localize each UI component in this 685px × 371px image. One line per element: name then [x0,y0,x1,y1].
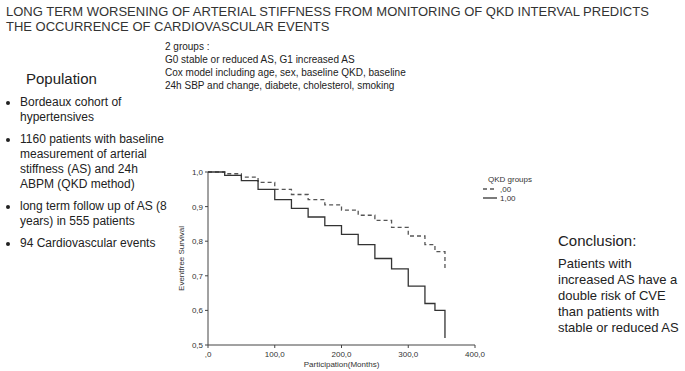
y-tick-label: 0,9 [192,203,204,212]
x-tick-label: 400,0 [465,350,486,359]
y-tick-label: 0,8 [192,237,204,246]
y-tick [205,310,208,311]
x-tick [341,345,342,348]
y-tick-label: 1,0 [192,168,204,177]
methods-line: Cox model including age, sex, baseline Q… [165,66,406,79]
y-tick [205,172,208,173]
methods-line: 2 groups : [165,40,406,53]
y-tick [205,275,208,276]
x-axis-title: Participation(Months) [304,360,380,369]
x-tick [208,345,209,348]
legend-label: 1,00 [500,194,516,203]
population-item: Bordeaux cohort of hypertensives [20,95,170,125]
x-tick-label: 200,0 [331,350,352,359]
legend-label: ,00 [500,185,512,194]
y-axis [208,172,209,345]
x-tick [274,345,275,348]
conclusion-text: Patients with increased AS have a double… [558,256,683,336]
methods: 2 groups :G0 stable or reduced AS, G1 in… [165,40,406,92]
x-tick-label: ,0 [205,350,212,359]
x-tick [475,345,476,348]
chart: 0,5 0,6 0,7 0,8 0,9 1,0 ,0 100,0 200,0 300,0 400,0… [0,0,685,371]
methods-line: G0 stable or reduced AS, G1 increased AS [165,53,406,66]
plot-area [208,172,445,338]
survival-curve [208,172,445,269]
legend-title: QKD groups [488,175,532,184]
y-axis-title: Eventfree Survival [177,226,186,291]
survival-curve [208,172,445,338]
conclusion-heading: Conclusion: [558,232,636,249]
population-item: long term follow up of AS (8 years) in 5… [20,199,170,229]
y-tick [205,241,208,242]
y-tick-label: 0,5 [192,341,204,350]
population-item: 1160 patients with baseline measurement … [20,132,170,192]
y-tick-label: 0,6 [192,306,204,315]
x-tick-label: 100,0 [265,350,286,359]
population-item: 94 Cardiovascular events [20,236,170,251]
y-tick-label: 0,7 [192,272,204,281]
legend-swatch [483,188,497,189]
population-list: Bordeaux cohort of hypertensives 1160 pat… [4,95,170,258]
x-tick [408,345,409,348]
title: LONG TERM WORSENING OF ARTERIAL STIFFNES… [6,4,656,34]
y-tick [205,206,208,207]
methods-line: 24h SBP and change, diabete, cholesterol… [165,79,406,92]
legend-swatch [483,197,497,198]
x-tick-label: 300,0 [398,350,419,359]
population-heading: Population [26,70,97,87]
